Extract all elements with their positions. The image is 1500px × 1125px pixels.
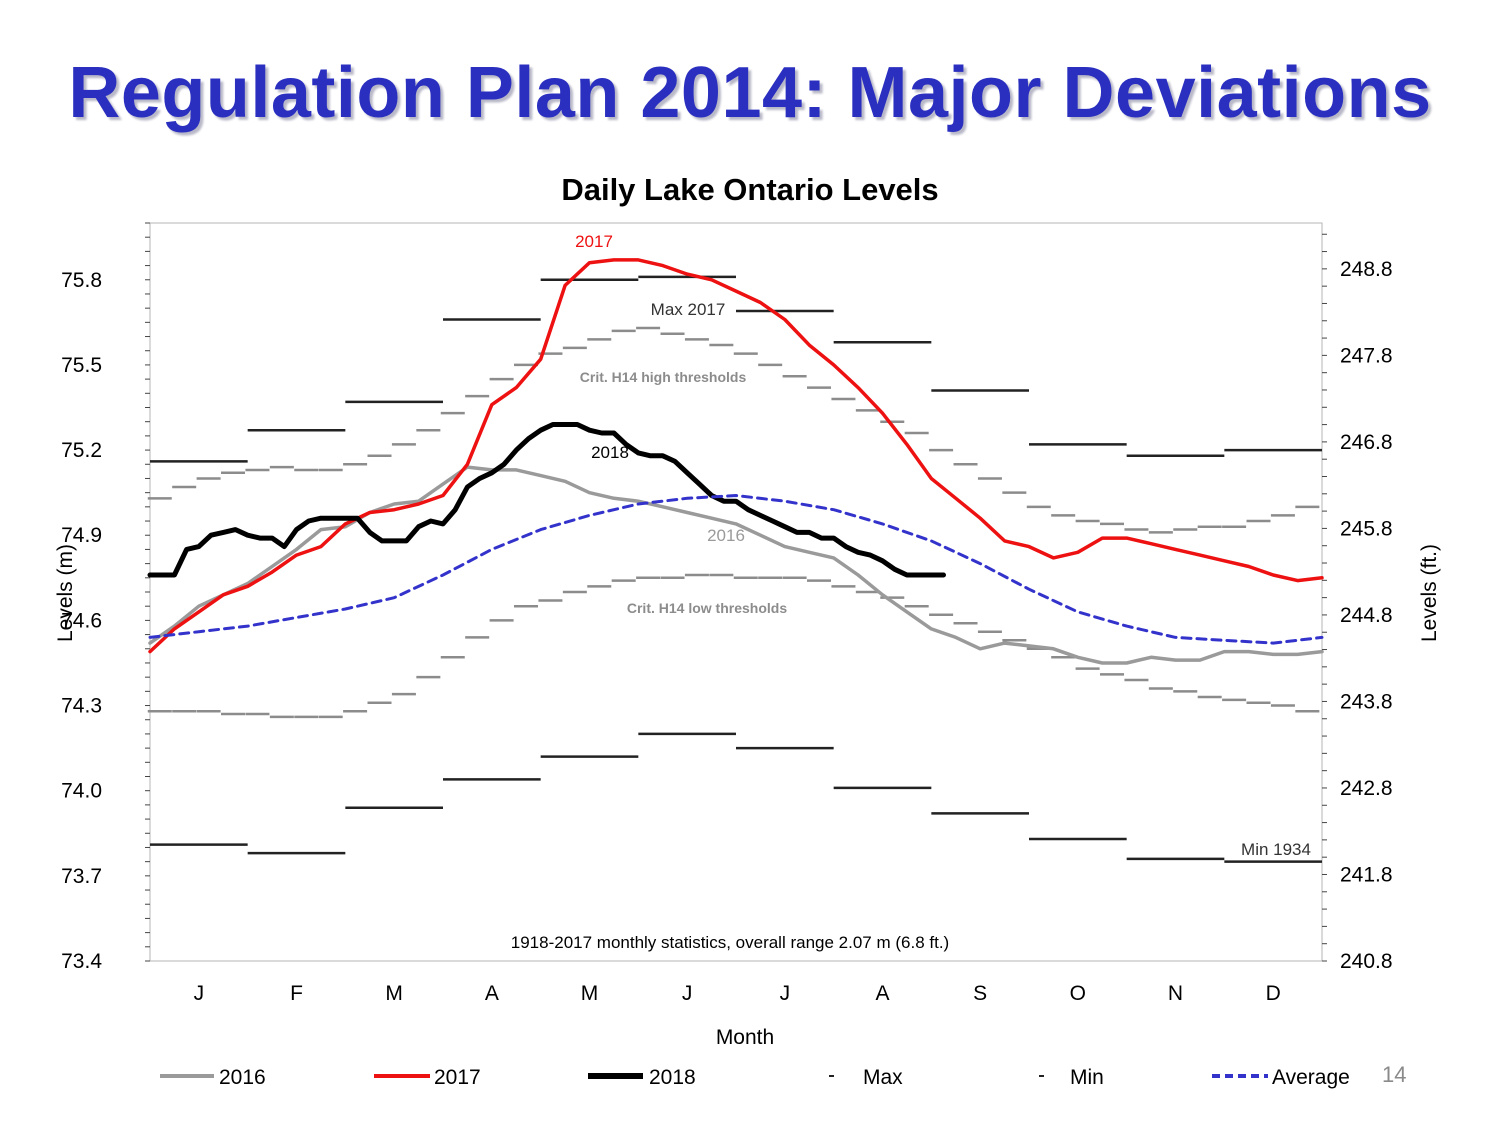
legend-item-min: Min bbox=[1039, 1066, 1104, 1089]
y-tick-label: 73.7 bbox=[61, 865, 102, 888]
label-high-thresholds: Crit. H14 high thresholds bbox=[580, 369, 747, 385]
legend-item-2017: 2017 bbox=[374, 1066, 481, 1089]
month-label: A bbox=[485, 982, 499, 1005]
month-label: J bbox=[682, 982, 693, 1005]
low-threshold-dashes bbox=[147, 573, 1320, 719]
legend: 2016 2017 2018 Max Min Average bbox=[160, 1066, 1350, 1089]
month-label: M bbox=[581, 982, 599, 1005]
y2-tick-label: 246.8 bbox=[1340, 431, 1393, 454]
chart-title: Daily Lake Ontario Levels bbox=[561, 172, 938, 207]
month-label: M bbox=[385, 982, 403, 1005]
axis-ticks bbox=[145, 222, 1327, 962]
legend-item-max: Max bbox=[829, 1066, 903, 1089]
label-2016: 2016 bbox=[707, 526, 745, 545]
month-label: F bbox=[290, 982, 303, 1005]
label-low-thresholds: Crit. H14 low thresholds bbox=[627, 600, 787, 616]
month-label: D bbox=[1266, 982, 1281, 1005]
y2-tick-label: 245.8 bbox=[1340, 517, 1393, 540]
stats-note: 1918-2017 monthly statistics, overall ra… bbox=[511, 933, 949, 952]
y2-tick-label: 242.8 bbox=[1340, 777, 1393, 800]
legend-item-2016: 2016 bbox=[160, 1066, 266, 1089]
series-line-average bbox=[148, 494, 1324, 645]
series-lines bbox=[147, 258, 1324, 665]
y2-tick-label: 241.8 bbox=[1340, 863, 1393, 886]
y-tick-label: 75.8 bbox=[61, 269, 102, 292]
label-2017: 2017 bbox=[575, 232, 613, 251]
series-line-2017 bbox=[148, 258, 1324, 654]
y2-tick-label: 247.8 bbox=[1340, 344, 1393, 367]
high-threshold-dashes bbox=[147, 326, 1320, 534]
month-label: J bbox=[780, 982, 791, 1005]
month-label: O bbox=[1070, 982, 1086, 1005]
page-number: 14 bbox=[1382, 1062, 1407, 1087]
legend-label-min: Min bbox=[1070, 1066, 1104, 1089]
month-label: N bbox=[1168, 982, 1183, 1005]
y2-tick-label: 244.8 bbox=[1340, 604, 1393, 627]
y2-axis-label: Levels (ft.) bbox=[1418, 544, 1441, 642]
y2-tick-labels: 240.8 241.8 242.8 243.8 244.8 245.8 246.8 247.8… bbox=[1340, 258, 1393, 973]
y-tick-label: 74.3 bbox=[61, 695, 102, 718]
legend-label-2017: 2017 bbox=[434, 1066, 481, 1089]
series-line-2018 bbox=[147, 422, 946, 578]
y-tick-label: 73.4 bbox=[61, 950, 102, 973]
label-min-1934: Min 1934 bbox=[1241, 840, 1311, 859]
y-tick-labels: 73.4 73.7 74.0 74.3 74.6 74.9 75.2 75.5 75.8 bbox=[61, 269, 102, 973]
series-line-2016 bbox=[148, 465, 1324, 665]
y-tick-label: 74.6 bbox=[61, 609, 102, 632]
legend-item-average: Average bbox=[1212, 1066, 1350, 1089]
label-2018: 2018 bbox=[591, 443, 629, 462]
x-axis-label: Month bbox=[716, 1026, 774, 1049]
y2-tick-label: 243.8 bbox=[1340, 690, 1393, 713]
legend-item-2018: 2018 bbox=[588, 1066, 696, 1089]
month-label: A bbox=[875, 982, 889, 1005]
legend-label-2018: 2018 bbox=[649, 1066, 696, 1089]
y-tick-label: 75.5 bbox=[61, 354, 102, 377]
y2-tick-label: 240.8 bbox=[1340, 950, 1393, 973]
month-label: S bbox=[973, 982, 987, 1005]
legend-label-2016: 2016 bbox=[219, 1066, 266, 1089]
legend-label-average: Average bbox=[1272, 1066, 1350, 1089]
slide-title: Regulation Plan 2014: Major Deviations bbox=[68, 53, 1432, 133]
y-tick-label: 74.9 bbox=[61, 524, 102, 547]
label-max-2017: Max 2017 bbox=[651, 300, 726, 319]
monthly-max-bars bbox=[150, 275, 1322, 463]
monthly-min-bars bbox=[150, 732, 1322, 863]
y-tick-label: 75.2 bbox=[61, 439, 102, 462]
plot-area bbox=[149, 222, 1323, 962]
y-tick-label: 74.0 bbox=[61, 780, 102, 803]
y-axis-label: Levels (m) bbox=[54, 544, 77, 642]
month-label: J bbox=[194, 982, 205, 1005]
y2-tick-label: 248.8 bbox=[1340, 258, 1393, 281]
legend-label-max: Max bbox=[863, 1066, 903, 1089]
